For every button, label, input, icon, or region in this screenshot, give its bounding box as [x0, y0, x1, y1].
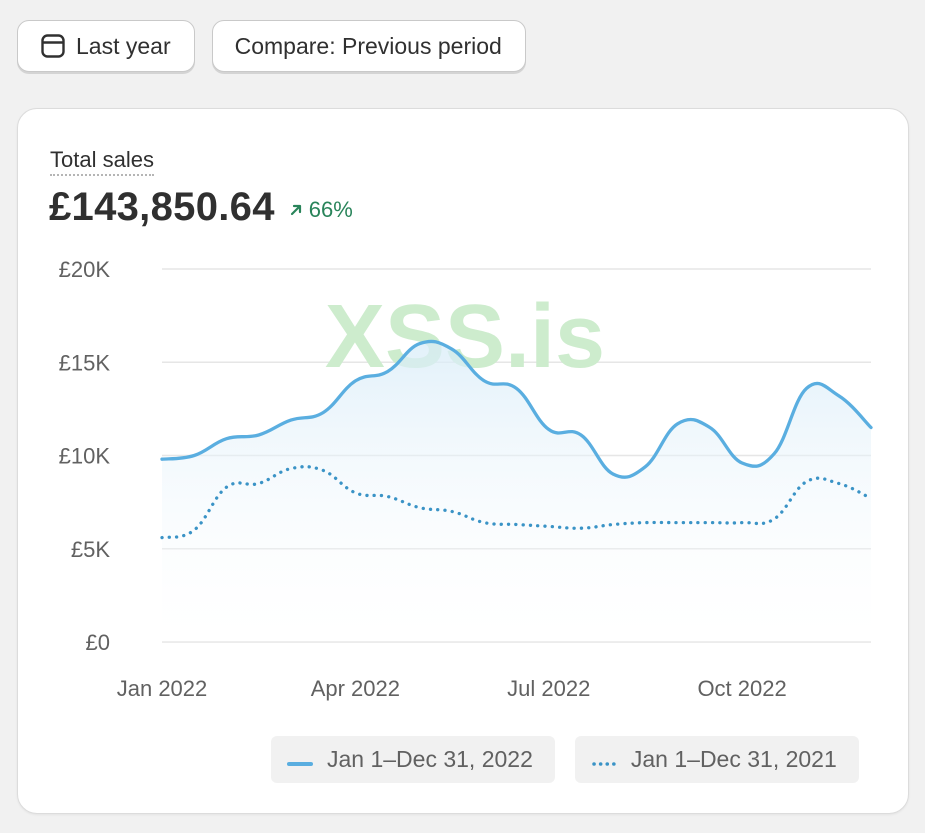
data-point-previous[interactable]: [805, 480, 809, 484]
x-tick-label: Apr 2022: [311, 676, 400, 701]
data-point-previous[interactable]: [257, 481, 261, 485]
data-point-previous[interactable]: [450, 509, 454, 513]
data-point-previous[interactable]: [740, 521, 744, 525]
toolbar: Last year Compare: Previous period: [17, 20, 526, 72]
data-point-previous[interactable]: [579, 526, 583, 530]
data-point-current[interactable]: [515, 386, 519, 390]
data-point-previous[interactable]: [418, 506, 422, 510]
series-current-line[interactable]: [160, 339, 873, 479]
data-point-current[interactable]: [482, 379, 486, 383]
legend-label-previous: Jan 1–Dec 31, 2021: [630, 746, 837, 772]
date-range-label: Last year: [76, 32, 171, 59]
data-point-current[interactable]: [450, 347, 454, 351]
data-point-previous[interactable]: [482, 521, 486, 525]
calendar-icon: [40, 33, 66, 59]
y-tick-label: £20K: [59, 257, 111, 282]
data-point-current[interactable]: [579, 433, 583, 437]
data-point-previous[interactable]: [289, 467, 293, 471]
total-sales-card: Total sales £143,850.64 66% XSS.is £20K £…: [17, 108, 909, 814]
arrow-up-right-icon: [289, 197, 303, 223]
date-range-button[interactable]: Last year: [17, 20, 195, 72]
data-point-current[interactable]: [676, 422, 680, 426]
data-point-current[interactable]: [547, 427, 551, 431]
metric-row: £143,850.64 66%: [49, 185, 353, 230]
data-point-previous[interactable]: [837, 481, 841, 485]
series-current-area: [162, 341, 871, 642]
data-point-previous[interactable]: [643, 521, 647, 525]
y-tick-label: £15K: [59, 350, 111, 375]
data-point-current[interactable]: [257, 433, 261, 437]
data-point-current[interactable]: [805, 386, 809, 390]
data-point-previous[interactable]: [515, 523, 519, 527]
solid-line-swatch: [287, 746, 313, 773]
data-point-current[interactable]: [353, 379, 357, 383]
compare-button[interactable]: Compare: Previous period: [211, 20, 526, 72]
compare-label: Compare: Previous period: [234, 32, 502, 59]
data-point-current[interactable]: [418, 342, 422, 346]
data-point-current[interactable]: [643, 465, 647, 469]
series-previous-line[interactable]: [160, 465, 873, 540]
data-point-previous[interactable]: [386, 495, 390, 499]
data-point-current[interactable]: [837, 394, 841, 398]
data-point-previous[interactable]: [224, 485, 228, 489]
data-point-previous[interactable]: [353, 491, 357, 495]
dotted-line-swatch: [591, 746, 617, 773]
metric-change-value: 66%: [308, 196, 353, 222]
data-point-previous[interactable]: [160, 536, 164, 540]
data-point-current[interactable]: [321, 411, 325, 415]
data-point-previous[interactable]: [708, 521, 712, 525]
legend-item-current[interactable]: Jan 1–Dec 31, 2022: [271, 736, 555, 783]
x-tick-label: Jul 2022: [507, 676, 590, 701]
data-point-current[interactable]: [740, 461, 744, 465]
metric-value: £143,850.64: [49, 185, 275, 229]
metric-title[interactable]: Total sales: [50, 147, 154, 176]
data-point-current[interactable]: [386, 370, 390, 374]
x-tick-label: Jan 2022: [117, 676, 208, 701]
data-point-current[interactable]: [869, 426, 873, 430]
data-point-current[interactable]: [224, 437, 228, 441]
data-point-previous[interactable]: [192, 528, 196, 532]
data-point-previous[interactable]: [772, 517, 776, 521]
data-point-previous[interactable]: [611, 523, 615, 527]
data-point-current[interactable]: [708, 426, 712, 430]
data-point-previous[interactable]: [676, 521, 680, 525]
y-tick-label: £0: [86, 630, 110, 655]
data-point-previous[interactable]: [547, 524, 551, 528]
legend-label-current: Jan 1–Dec 31, 2022: [327, 746, 533, 772]
chart-legend: Jan 1–Dec 31, 2022 Jan 1–Dec 31, 2021: [271, 736, 859, 783]
data-point-current[interactable]: [160, 457, 164, 461]
data-point-previous[interactable]: [869, 496, 873, 500]
y-tick-label: £5K: [71, 537, 110, 562]
legend-item-previous[interactable]: Jan 1–Dec 31, 2021: [574, 736, 859, 783]
metric-change-badge: 66%: [289, 197, 353, 223]
data-point-current[interactable]: [289, 418, 293, 422]
data-point-current[interactable]: [772, 452, 776, 456]
data-point-current[interactable]: [192, 454, 196, 458]
data-point-previous[interactable]: [321, 468, 325, 472]
x-tick-label: Oct 2022: [697, 676, 786, 701]
y-tick-label: £10K: [59, 444, 111, 469]
data-point-current[interactable]: [611, 472, 615, 476]
